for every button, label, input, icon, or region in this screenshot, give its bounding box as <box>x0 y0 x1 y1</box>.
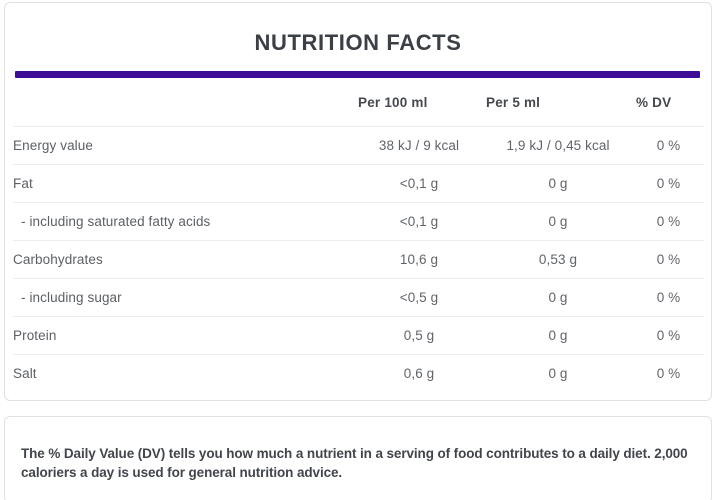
nutrient-label: Energy value <box>13 126 355 165</box>
dv-value: 0 % <box>633 316 704 355</box>
column-header-per-5ml: Per 5 ml <box>483 78 633 127</box>
per-5ml-value: 1,9 kJ / 0,45 kcal <box>483 126 633 165</box>
per-100ml-value: <0,5 g <box>355 278 483 317</box>
dv-value: 0 % <box>633 202 704 241</box>
per-5ml-value: 0 g <box>483 278 633 317</box>
nutrient-label: Fat <box>13 164 355 203</box>
nutrition-facts-title: NUTRITION FACTS <box>254 30 462 55</box>
per-100ml-value: <0,1 g <box>355 202 483 241</box>
table-row-saturated-fat: - including saturated fatty acids <0,1 g… <box>13 202 704 241</box>
per-100ml-value: 38 kJ / 9 kcal <box>355 126 483 165</box>
per-5ml-value: 0 g <box>483 316 633 355</box>
per-100ml-value: 0,5 g <box>355 316 483 355</box>
column-header-per-100ml: Per 100 ml <box>355 78 483 127</box>
table-row-fat: Fat <0,1 g 0 g 0 % <box>13 164 704 203</box>
per-5ml-value: 0 g <box>483 164 633 203</box>
table-row-salt: Salt 0,6 g 0 g 0 % <box>13 355 704 393</box>
daily-value-note: The % Daily Value (DV) tells you how muc… <box>21 446 688 480</box>
per-5ml-value: 0 g <box>548 366 568 381</box>
table-row-sugar: - including sugar <0,5 g 0 g 0 % <box>13 278 704 317</box>
nutrient-label: Salt <box>13 366 37 381</box>
daily-value-note-card: The % Daily Value (DV) tells you how muc… <box>4 416 712 500</box>
nutrient-label: Carbohydrates <box>13 240 355 279</box>
nutrition-table: Per 100 ml Per 5 ml % DV Energy value 38… <box>13 78 704 392</box>
table-header-row: Per 100 ml Per 5 ml % DV <box>13 78 704 127</box>
accent-bar <box>15 71 700 78</box>
per-100ml-value: 10,6 g <box>355 240 483 279</box>
column-header-dv: % DV <box>633 78 704 127</box>
table-row-carbohydrates: Carbohydrates 10,6 g 0,53 g 0 % <box>13 240 704 279</box>
per-100ml-value: 0,6 g <box>403 366 435 381</box>
column-header-nutrient <box>13 78 355 127</box>
per-100ml-value: <0,1 g <box>355 164 483 203</box>
nutrient-label: Protein <box>13 316 355 355</box>
table-row-protein: Protein 0,5 g 0 g 0 % <box>13 316 704 355</box>
per-5ml-value: 0,53 g <box>483 240 633 279</box>
dv-value: 0 % <box>633 240 704 279</box>
dv-value: 0 % <box>633 278 704 317</box>
dv-value: 0 % <box>633 126 704 165</box>
table-row-energy: Energy value 38 kJ / 9 kcal 1,9 kJ / 0,4… <box>13 126 704 165</box>
nutrient-label: - including saturated fatty acids <box>13 202 355 241</box>
per-5ml-value: 0 g <box>483 202 633 241</box>
nutrition-facts-card: NUTRITION FACTS Per 100 ml Per 5 ml % DV… <box>4 2 712 401</box>
dv-value: 0 % <box>656 366 681 381</box>
nutrient-label: - including sugar <box>13 278 355 317</box>
dv-value: 0 % <box>633 164 704 203</box>
